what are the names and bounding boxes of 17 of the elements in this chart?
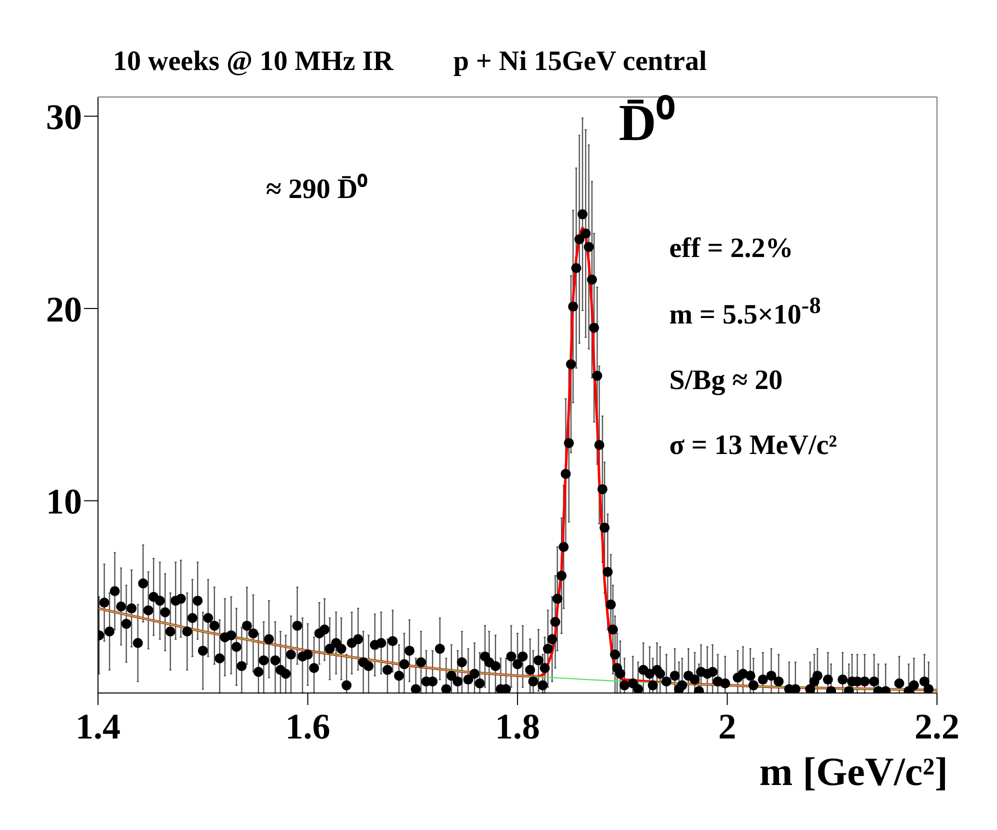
annotation: m = 5.5×10$^{-8}$ xyxy=(669,293,821,332)
chart-title: 10 weeks @ 10 MHz IR xyxy=(113,46,394,77)
x-tick-label: 1.6 xyxy=(285,706,330,747)
x-tick-label: 1.8 xyxy=(495,706,540,747)
annotation: σ = 13 MeV/c² xyxy=(669,430,838,462)
annotation: eff = 2.2% xyxy=(669,233,794,266)
annotation: ≈ 290 D̄⁰ xyxy=(266,172,368,206)
annotation: D̄⁰ xyxy=(618,94,674,154)
y-tick-label: 10 xyxy=(46,482,82,522)
y-tick-label: 20 xyxy=(46,289,82,330)
y-tick-label: 30 xyxy=(46,97,82,138)
x-axis-title: m [GeV/c²] xyxy=(759,748,948,795)
x-tick-label: 2 xyxy=(718,706,736,747)
annotation: S/Bg ≈ 20 xyxy=(669,364,783,397)
x-tick-label: 1.4 xyxy=(76,706,120,747)
x-tick-label: 2.2 xyxy=(914,706,960,747)
chart-subtitle: p + Ni 15GeV central xyxy=(453,46,707,77)
